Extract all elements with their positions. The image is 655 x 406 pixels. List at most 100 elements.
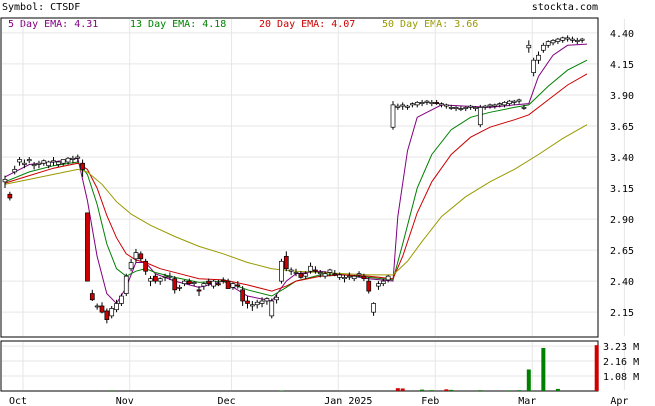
candle <box>191 281 197 287</box>
candle <box>157 277 163 285</box>
candle <box>148 276 153 287</box>
candle <box>540 42 546 53</box>
x-axis: Oct Nov Dec Jan 2025 Feb Mar Apr <box>9 396 628 406</box>
candle <box>36 160 42 169</box>
candle <box>123 273 129 297</box>
candle <box>550 39 556 46</box>
candle <box>99 302 105 314</box>
candle <box>41 159 47 166</box>
candles <box>2 35 585 324</box>
x-tick-label: Apr <box>610 396 628 406</box>
candle <box>317 269 323 278</box>
candle <box>545 40 551 48</box>
candle <box>327 268 333 277</box>
candle <box>531 57 537 77</box>
candle <box>177 284 182 292</box>
candle <box>482 104 488 110</box>
candle <box>235 281 241 289</box>
candle <box>264 297 270 305</box>
candle <box>293 268 299 277</box>
candle <box>22 159 27 169</box>
legend-ema-13: 13 Day EMA: 4.18 <box>130 19 226 30</box>
volume-bar <box>400 388 405 391</box>
candle <box>153 273 158 284</box>
price-axis: 4.40 4.15 3.90 3.65 3.40 3.15 2.90 2.65 2.40 2.15 <box>610 29 634 319</box>
candle <box>468 104 473 110</box>
candle <box>322 271 328 279</box>
x-tick-label: Mar <box>518 396 536 406</box>
candle <box>502 101 507 108</box>
candle <box>65 157 71 165</box>
candle <box>80 159 85 177</box>
site-label: stockta.com <box>532 2 598 13</box>
candle <box>186 278 192 285</box>
candle <box>70 155 76 164</box>
candle <box>167 272 173 280</box>
candle <box>104 308 110 324</box>
candle <box>395 103 401 110</box>
price-tick-label: 3.40 <box>610 153 634 164</box>
candle <box>298 271 304 279</box>
volume-bar <box>395 388 400 391</box>
volume-bar <box>109 390 114 391</box>
candle <box>521 104 527 110</box>
candle <box>526 40 532 53</box>
candle <box>89 289 95 302</box>
candle <box>196 286 202 297</box>
x-tick-label: Dec <box>218 396 236 406</box>
candle <box>283 251 289 272</box>
candle <box>337 272 342 280</box>
candle <box>109 305 115 319</box>
candle <box>225 278 231 289</box>
candle <box>497 102 503 108</box>
candle <box>458 106 464 112</box>
candle <box>274 294 279 304</box>
candle <box>448 104 454 110</box>
candle <box>405 104 410 110</box>
volume-axis: 3.23 M 2.16 M 1.08 M <box>603 342 639 383</box>
candle <box>507 99 512 107</box>
candle <box>119 293 124 306</box>
candle <box>366 277 372 294</box>
candle <box>313 266 318 274</box>
candle <box>259 297 265 308</box>
candle <box>347 272 352 280</box>
candle <box>230 282 236 290</box>
grid <box>2 19 625 390</box>
volume-bar <box>429 390 434 391</box>
x-tick-label: Oct <box>9 396 27 406</box>
candle <box>424 99 430 105</box>
candle <box>555 37 561 45</box>
price-tick-label: 4.15 <box>610 60 634 71</box>
candle <box>128 258 134 272</box>
candle <box>439 102 444 108</box>
candle <box>400 102 406 110</box>
candle <box>2 175 8 189</box>
candle <box>444 103 449 109</box>
legend-ema-20: 20 Day EMA: 4.07 <box>259 19 355 30</box>
candle <box>51 157 56 166</box>
candle <box>216 279 221 287</box>
volume-bar <box>279 390 284 391</box>
volume-bar <box>541 347 546 391</box>
candle <box>206 278 212 287</box>
price-tick-label: 3.65 <box>610 122 634 133</box>
candle <box>487 103 493 109</box>
volume-bar <box>449 389 454 391</box>
candle <box>419 99 425 107</box>
candle <box>245 296 250 309</box>
candle <box>75 154 81 162</box>
volume-bar <box>444 389 449 391</box>
price-tick-label: 2.90 <box>610 215 634 226</box>
candle <box>85 212 90 282</box>
candle <box>303 271 309 279</box>
candle <box>254 299 260 309</box>
candle <box>17 157 22 166</box>
candle <box>380 278 386 287</box>
x-tick-label: Feb <box>421 396 439 406</box>
candle <box>138 251 144 262</box>
candle <box>429 99 435 107</box>
price-tick-label: 4.40 <box>610 29 634 40</box>
candle <box>453 106 459 112</box>
candle <box>240 286 245 306</box>
